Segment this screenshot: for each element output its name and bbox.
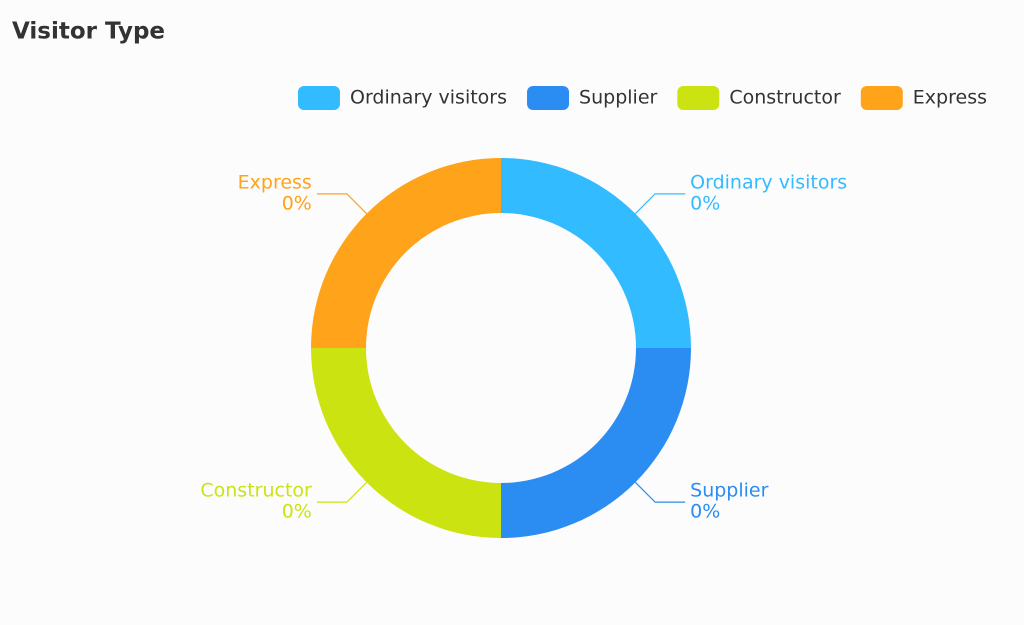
legend-swatch[interactable] [677, 86, 720, 110]
legend-label[interactable]: Express [913, 87, 987, 109]
donut-segment[interactable] [501, 348, 691, 538]
slice-label: Express [238, 171, 312, 193]
chart-title: Visitor Type [12, 19, 165, 45]
donut-segment[interactable] [311, 348, 501, 538]
legend-swatch[interactable] [860, 86, 903, 110]
slice-value-label: 0% [282, 192, 312, 214]
slice-label: Constructor [200, 480, 312, 502]
donut-segment[interactable] [311, 158, 501, 348]
leader-line [316, 481, 368, 503]
slice-value-label: 0% [690, 192, 720, 214]
slice-value-label: 0% [690, 501, 720, 523]
legend-swatch[interactable] [297, 86, 340, 110]
slice-label: Supplier [690, 480, 768, 502]
leader-line [634, 481, 686, 503]
donut-segment[interactable] [501, 158, 691, 348]
legend-label[interactable]: Constructor [729, 87, 841, 109]
legend-label[interactable]: Ordinary visitors [350, 87, 507, 109]
legend-swatch[interactable] [527, 86, 570, 110]
slice-label: Ordinary visitors [690, 171, 847, 193]
leader-line [634, 193, 686, 215]
slice-value-label: 0% [282, 501, 312, 523]
legend-label[interactable]: Supplier [579, 87, 657, 109]
leader-line [316, 193, 368, 215]
